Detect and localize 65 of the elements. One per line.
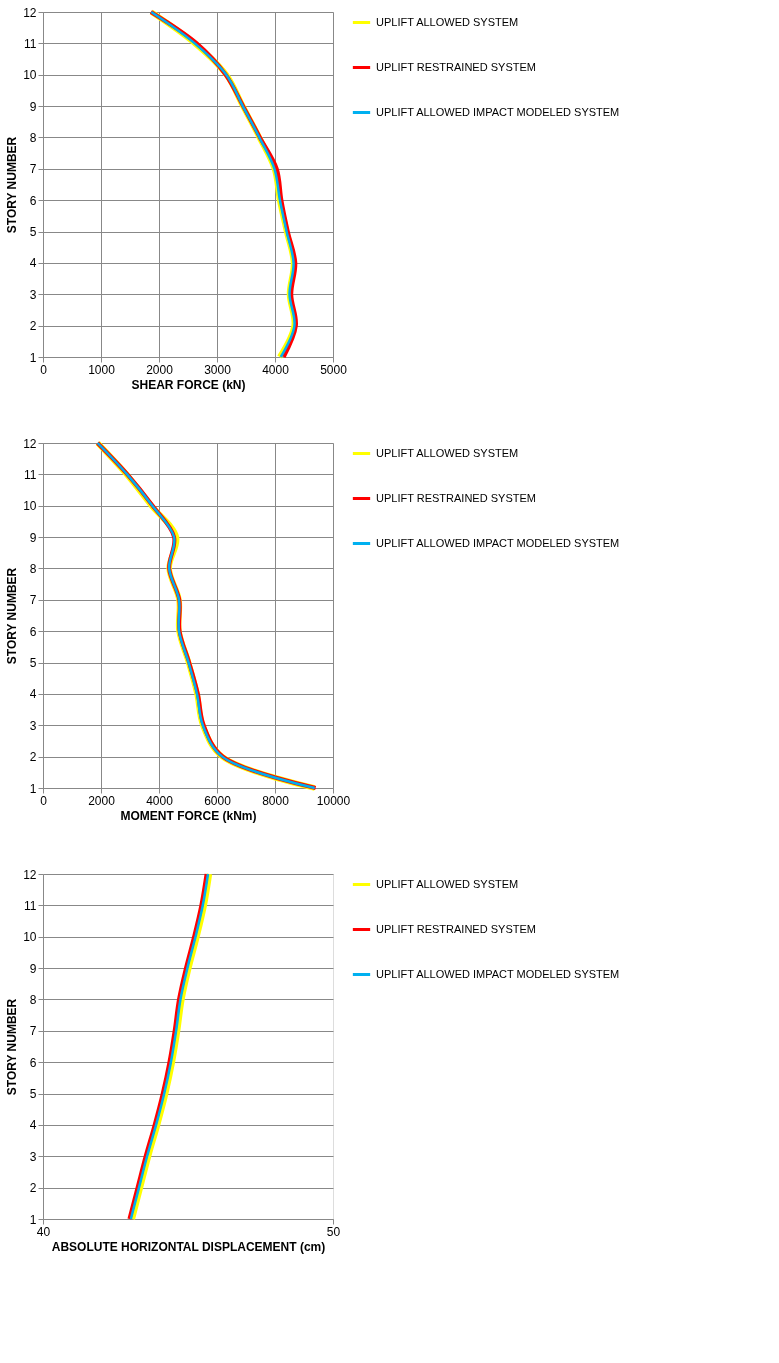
x-tick-label: 2000 xyxy=(88,793,116,808)
y-tick-label: 11 xyxy=(24,36,37,51)
x-axis-title: SHEAR FORCE (kN) xyxy=(131,377,246,392)
y-tick-label: 4 xyxy=(29,1118,37,1133)
y-tick-label: 4 xyxy=(29,256,37,271)
y-tick-label: 2 xyxy=(29,319,37,334)
y-tick-label: 9 xyxy=(29,99,37,114)
y-tick-label: 3 xyxy=(29,1149,37,1164)
x-axis-title: MOMENT FORCE (kNm) xyxy=(120,808,257,823)
x-tick-label: 40 xyxy=(36,1224,51,1239)
y-tick-label: 11 xyxy=(24,898,37,913)
legend-label: UPLIFT ALLOWED SYSTEM xyxy=(376,446,519,459)
y-tick-label: 6 xyxy=(29,624,37,639)
x-tick-label: 5000 xyxy=(320,362,348,377)
y-tick-label: 9 xyxy=(29,961,37,976)
x-tick-label: 8000 xyxy=(262,793,290,808)
y-tick-label: 3 xyxy=(29,718,37,733)
y-tick-label: 9 xyxy=(29,530,37,545)
y-tick-label: 6 xyxy=(29,193,37,208)
y-tick-label: 12 xyxy=(23,436,37,451)
y-axis-title: STORY NUMBER xyxy=(5,998,20,1096)
y-tick-label: 6 xyxy=(29,1055,37,1070)
y-tick-label: 7 xyxy=(29,162,37,177)
legend-label: UPLIFT RESTRAINED SYSTEM xyxy=(376,491,536,504)
x-tick-label: 2000 xyxy=(146,362,174,377)
x-tick-label: 3000 xyxy=(204,362,232,377)
y-axis-title: STORY NUMBER xyxy=(5,136,20,234)
legend-label: UPLIFT ALLOWED IMPACT MODELED SYSTEM xyxy=(376,536,620,549)
y-tick-label: 8 xyxy=(29,130,37,145)
x-tick-label: 6000 xyxy=(204,793,232,808)
y-tick-label: 8 xyxy=(29,992,37,1007)
y-tick-label: 7 xyxy=(29,1024,37,1039)
x-tick-label: 10000 xyxy=(316,793,351,808)
y-tick-label: 10 xyxy=(23,68,37,83)
x-axis-title: ABSOLUTE HORIZONTAL DISPLACEMENT (cm) xyxy=(51,1239,326,1254)
y-tick-label: 8 xyxy=(29,561,37,576)
legend-label: UPLIFT ALLOWED SYSTEM xyxy=(376,15,519,28)
y-tick-label: 5 xyxy=(29,1087,37,1102)
y-tick-label: 5 xyxy=(29,225,37,240)
y-tick-label: 7 xyxy=(29,593,37,608)
y-tick-label: 12 xyxy=(23,5,37,20)
y-tick-label: 1 xyxy=(29,781,37,796)
legend-label: UPLIFT ALLOWED IMPACT MODELED SYSTEM xyxy=(376,105,620,118)
x-tick-label: 50 xyxy=(326,1224,341,1239)
y-tick-label: 4 xyxy=(29,687,37,702)
y-tick-label: 1 xyxy=(29,1212,37,1227)
y-tick-label: 1 xyxy=(29,350,37,365)
legend-label: UPLIFT ALLOWED SYSTEM xyxy=(376,877,519,890)
y-axis-title: STORY NUMBER xyxy=(5,567,20,665)
y-tick-label: 10 xyxy=(23,930,37,945)
y-tick-label: 5 xyxy=(29,656,37,671)
y-tick-label: 2 xyxy=(29,1181,37,1196)
x-tick-label: 1000 xyxy=(88,362,116,377)
legend-label: UPLIFT RESTRAINED SYSTEM xyxy=(376,60,536,73)
y-tick-label: 2 xyxy=(29,750,37,765)
y-tick-label: 3 xyxy=(29,287,37,302)
y-tick-label: 12 xyxy=(23,867,37,882)
y-tick-label: 10 xyxy=(23,499,37,514)
x-tick-label: 0 xyxy=(40,362,48,377)
x-tick-label: 0 xyxy=(40,793,48,808)
legend-label: UPLIFT ALLOWED IMPACT MODELED SYSTEM xyxy=(376,967,620,980)
x-tick-label: 4000 xyxy=(146,793,174,808)
y-tick-label: 11 xyxy=(24,467,37,482)
legend-label: UPLIFT RESTRAINED SYSTEM xyxy=(376,922,536,935)
x-tick-label: 4000 xyxy=(262,362,290,377)
